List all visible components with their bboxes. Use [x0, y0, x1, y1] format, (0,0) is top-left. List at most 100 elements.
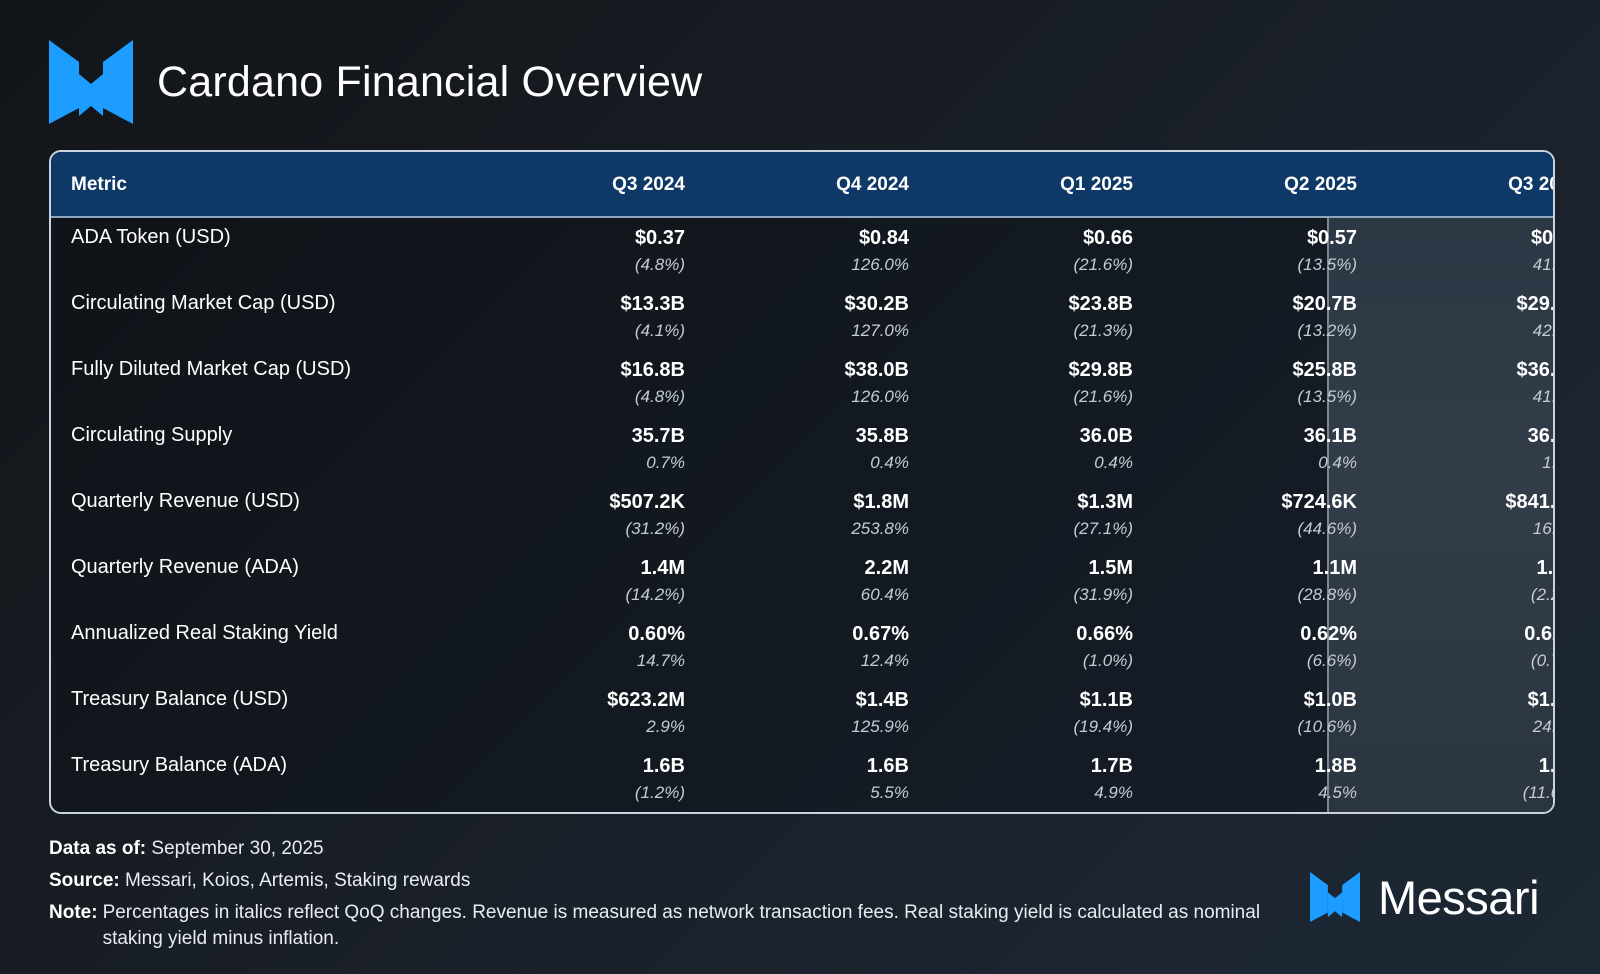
table-row: Circulating Supply 35.7B 0.7% 35.8B 0.4% 36.0…	[51, 416, 1553, 482]
row-metric-label: Quarterly Revenue (ADA)	[71, 556, 299, 578]
financial-table: Metric Q3 2024 Q4 2024 Q1 2025 Q2 2025 Q…	[49, 150, 1555, 814]
note-label: Note:	[49, 902, 98, 923]
cell-qoq-change: (14.2%)	[625, 585, 685, 604]
cell-qoq-change: (13.2%)	[1297, 321, 1357, 340]
cell-qoq-change: 0.4%	[1094, 453, 1133, 472]
table-cell: $38.0B 126.0%	[709, 358, 910, 407]
table-cell: 36.1B 0.4%	[1157, 424, 1357, 473]
table-cell: 1.8B 4.5%	[1157, 754, 1357, 803]
row-metric-label: Fully Diluted Market Cap (USD)	[71, 358, 352, 380]
row-metric-label: Circulating Supply	[71, 424, 233, 446]
cell-qoq-change: 0.4%	[870, 453, 909, 472]
cell-qoq-change: 14.7%	[636, 651, 685, 670]
table-cell: 1.4M (14.2%)	[485, 556, 685, 605]
table-cell: $13.3B (4.1%)	[485, 292, 686, 341]
cell-qoq-change: (21.6%)	[1073, 255, 1133, 274]
cell-qoq-change: 5.5%	[870, 783, 909, 802]
cell-value: $29.8B	[1068, 359, 1134, 381]
table-cell: 0.62% (0.7%)	[1381, 622, 1553, 671]
table-row: Fully Diluted Market Cap (USD) $16.8B (4.8…	[51, 350, 1553, 416]
table-cell: 35.8B 0.4%	[709, 424, 909, 473]
table-cell: 0.62% (6.6%)	[1157, 622, 1357, 671]
cell-qoq-change: 12.4%	[860, 651, 909, 670]
cell-value: 1.6B	[866, 755, 909, 777]
table-body: ADA Token (USD) $0.37 (4.8%) $0.84 126.0% $0.…	[51, 218, 1553, 812]
cell-value: $1.4B	[855, 689, 909, 711]
cell-qoq-change: (13.5%)	[1297, 255, 1357, 274]
cell-value: $0.81	[1530, 227, 1554, 249]
column-header-q4-2024: Q4 2024	[836, 174, 909, 195]
cell-qoq-change: (31.9%)	[1073, 585, 1133, 604]
table-cell: $20.7B (13.2%)	[1157, 292, 1358, 341]
cell-value: $623.2M	[607, 689, 685, 711]
table-cell: $507.2K (31.2%)	[485, 490, 685, 539]
cell-qoq-change: (28.8%)	[1297, 585, 1357, 604]
data-as-of-value: September 30, 2025	[151, 838, 324, 859]
cell-value: 1.4M	[640, 557, 685, 579]
table-cell: $724.6K (44.6%)	[1157, 490, 1357, 539]
table-header-row: Metric Q3 2024 Q4 2024 Q1 2025 Q2 2025 Q…	[51, 152, 1553, 218]
table-cell: $25.8B (13.5%)	[1157, 358, 1358, 407]
cell-qoq-change: 60.4%	[860, 585, 909, 604]
cell-qoq-change: (0.7%)	[1530, 651, 1553, 670]
cell-value: $38.0B	[844, 359, 910, 381]
cell-qoq-change: (4.1%)	[634, 321, 685, 340]
cell-value: 0.62%	[1524, 623, 1553, 645]
table-cell: 1.6B (1.2%)	[485, 754, 685, 803]
cell-value: $507.2K	[609, 491, 685, 513]
row-metric-label: Treasury Balance (ADA)	[71, 754, 287, 776]
cell-qoq-change: 127.0%	[851, 321, 909, 340]
table-cell: $623.2M 2.9%	[485, 688, 685, 737]
cell-value: $1.1B	[1079, 689, 1133, 711]
source-value: Messari, Koios, Artemis, Staking rewards	[125, 870, 471, 891]
cell-qoq-change: (19.4%)	[1073, 717, 1133, 736]
column-header-q1-2025: Q1 2025	[1060, 174, 1133, 195]
cell-qoq-change: 0.7%	[646, 453, 685, 472]
table-cell: $0.84 126.0%	[709, 226, 909, 275]
cell-qoq-change: (27.1%)	[1073, 519, 1133, 538]
row-metric-label: Treasury Balance (USD)	[71, 688, 289, 710]
cell-qoq-change: 126.0%	[851, 255, 909, 274]
cell-qoq-change: (4.8%)	[634, 255, 685, 274]
table-cell: $29.8B (21.6%)	[933, 358, 1134, 407]
table-cell: $0.66 (21.6%)	[933, 226, 1133, 275]
table-cell: 0.67% 12.4%	[709, 622, 909, 671]
messari-logo-icon	[49, 40, 133, 124]
cell-qoq-change: 41.0%	[1532, 255, 1553, 274]
cell-qoq-change: (44.6%)	[1297, 519, 1357, 538]
table-cell: $1.3B 24.7%	[1381, 688, 1555, 737]
cell-value: $724.6K	[1281, 491, 1357, 513]
cell-qoq-change: 4.5%	[1318, 783, 1357, 802]
cell-qoq-change: (1.2%)	[634, 783, 685, 802]
highlighted-column-bg	[1327, 152, 1553, 812]
data-as-of: Data as of: September 30, 2025	[49, 836, 1279, 862]
messari-wordmark-icon	[1310, 872, 1360, 922]
column-header-q3-2024: Q3 2024	[612, 174, 685, 195]
cell-qoq-change: (1.0%)	[1082, 651, 1133, 670]
column-header-metric: Metric	[71, 174, 127, 195]
cell-qoq-change: 41.0%	[1532, 387, 1553, 406]
cell-value: $0.57	[1306, 227, 1357, 249]
table-row: ADA Token (USD) $0.37 (4.8%) $0.84 126.0% $0.…	[51, 218, 1553, 284]
cell-value: 35.7B	[631, 425, 685, 447]
cell-value: 1.8B	[1314, 755, 1357, 777]
table-cell: 0.60% 14.7%	[485, 622, 685, 671]
cell-value: 1.5M	[1088, 557, 1133, 579]
note-value: Percentages in italics reflect QoQ chang…	[102, 902, 1261, 949]
page-header: Cardano Financial Overview	[49, 40, 702, 124]
cell-value: 0.67%	[852, 623, 909, 645]
cell-qoq-change: (21.6%)	[1073, 387, 1133, 406]
table-cell: 35.7B 0.7%	[485, 424, 685, 473]
cell-value: 1.6B	[642, 755, 685, 777]
cell-qoq-change: (4.8%)	[634, 387, 685, 406]
cell-value: 1.0M	[1536, 557, 1554, 579]
cell-value: $1.3B	[1527, 689, 1555, 711]
cell-value: $23.8B	[1068, 293, 1134, 315]
column-header-q3-2025: Q3 2025	[1508, 174, 1553, 195]
cell-value: 35.8B	[855, 425, 909, 447]
cell-value: $0.66	[1082, 227, 1133, 249]
table-cell: $1.1B (19.4%)	[933, 688, 1133, 737]
cell-value: 1.7B	[1090, 755, 1133, 777]
table-row: Quarterly Revenue (USD) $507.2K (31.2%) $1.…	[51, 482, 1553, 548]
page-title: Cardano Financial Overview	[157, 57, 703, 106]
